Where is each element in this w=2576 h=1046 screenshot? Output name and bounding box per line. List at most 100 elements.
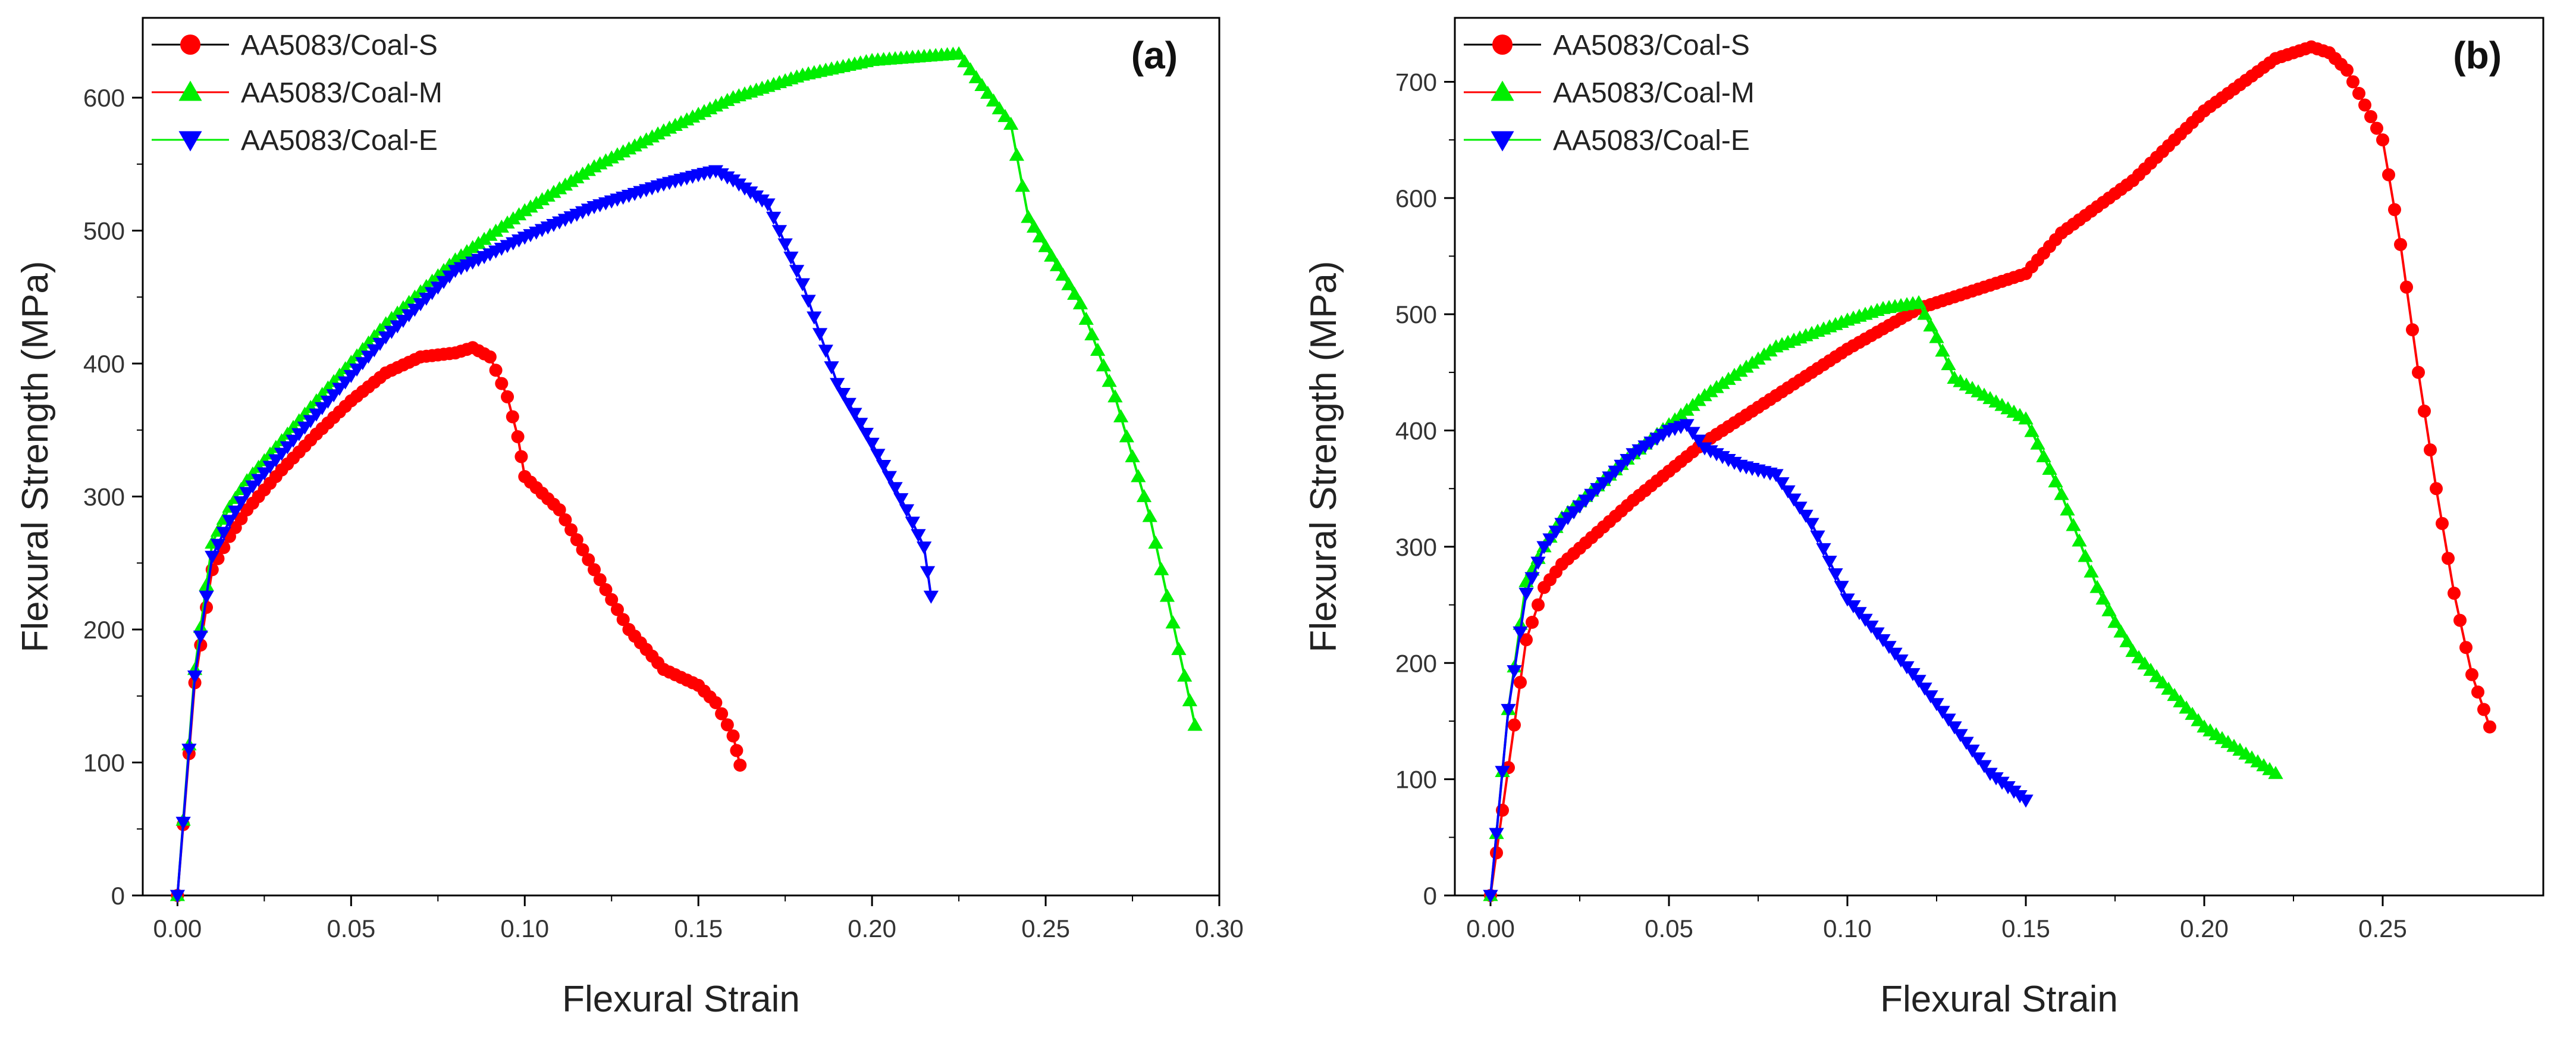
data-point [1971, 752, 1986, 766]
legend-label: AA5083/Coal-E [241, 125, 438, 156]
data-point [320, 396, 336, 409]
data-point [268, 454, 284, 468]
data-point [1798, 509, 1813, 523]
data-point [2388, 203, 2401, 217]
data-point [2418, 404, 2431, 418]
data-point [366, 344, 382, 358]
data-point [605, 593, 619, 606]
data-point [199, 590, 214, 604]
data-point [1513, 626, 1528, 640]
data-point [2471, 685, 2484, 699]
data-point [1125, 449, 1140, 462]
data-point [2453, 613, 2467, 627]
data-point [1514, 675, 1527, 689]
data-point [1055, 267, 1071, 281]
data-point [818, 345, 833, 358]
data-point [222, 515, 237, 528]
data-point [777, 238, 793, 252]
y-tick-label: 100 [83, 749, 125, 777]
data-point [228, 505, 243, 519]
data-point [256, 467, 272, 481]
chart-svg-b: 0.00 0.05 0.10 0.15 0.20 0.25 0 100 200 300 400 500… [1303, 17, 2544, 1020]
data-point [2191, 713, 2206, 726]
data-point [2167, 688, 2182, 701]
data-point [332, 383, 347, 396]
data-point [1965, 744, 1980, 758]
data-point [1032, 229, 1047, 243]
data-point [2173, 694, 2188, 707]
data-point [858, 428, 874, 441]
legend-marker [180, 35, 200, 55]
data-point [599, 582, 613, 596]
data-point [1165, 615, 1181, 629]
data-point [1171, 641, 1187, 655]
x-tick-label: 0.20 [2180, 915, 2229, 942]
data-point [2412, 365, 2425, 379]
data-point [1015, 178, 1030, 192]
data-point [181, 743, 197, 757]
data-point [789, 265, 805, 278]
series-triangle-down [1483, 419, 2034, 903]
data-point [1917, 306, 1932, 320]
data-point [1176, 668, 1193, 682]
data-point [2030, 436, 2045, 450]
chart-panel-b: 0.00 0.05 0.10 0.15 0.20 0.25 0 100 200 300 400 500… [1288, 0, 2576, 1046]
data-point [2137, 656, 2153, 670]
panel-label: (b) [2453, 34, 2502, 77]
legend: AA5083/Coal-S AA5083/Coal-M AA5083/Coal-E [1464, 30, 1755, 156]
data-point [588, 563, 601, 577]
data-point [841, 397, 856, 411]
data-point [262, 461, 278, 474]
data-point [1182, 693, 1198, 706]
legend-marker [1492, 35, 1513, 55]
data-point [1142, 509, 1157, 522]
data-point [853, 418, 868, 431]
data-point [2185, 706, 2200, 720]
legend-label: AA5083/Coal-M [241, 77, 443, 109]
data-point [1786, 493, 1802, 507]
data-point [1953, 729, 1968, 743]
data-point [807, 311, 822, 325]
data-point [1935, 706, 1950, 719]
series-circle [171, 341, 747, 902]
data-point [1049, 258, 1065, 271]
data-point [1881, 641, 1897, 654]
data-point [1804, 518, 1819, 531]
data-point [514, 450, 528, 464]
data-point [1840, 593, 1855, 607]
x-tick-label: 0.10 [1823, 915, 1872, 942]
data-point [1852, 607, 1867, 621]
x-tick-label: 0.10 [500, 915, 549, 942]
y-tick-label: 200 [83, 616, 125, 644]
data-point [1941, 713, 1956, 727]
data-point [911, 529, 926, 543]
data-point [2382, 168, 2395, 181]
data-point [830, 378, 845, 392]
data-point [297, 421, 313, 435]
y-axis-title: Flexural Strength (MPa) [15, 261, 56, 652]
y-tick-label: 600 [1395, 184, 1437, 212]
y-tick-label: 100 [1395, 766, 1437, 794]
data-point [2042, 462, 2057, 475]
data-point [1530, 556, 1546, 570]
data-point [905, 516, 920, 530]
data-point [1154, 562, 1169, 575]
data-point [1976, 760, 1992, 773]
data-point [1131, 469, 1146, 483]
data-point [2268, 766, 2283, 779]
data-point [2143, 662, 2158, 676]
data-point [2459, 641, 2473, 654]
data-point [1520, 633, 1533, 647]
data-point [1947, 721, 1962, 735]
data-point [2089, 580, 2105, 593]
data-point [2442, 552, 2455, 565]
data-point [992, 101, 1007, 115]
data-point [245, 480, 261, 494]
y-tick-label: 300 [83, 483, 125, 511]
data-point [962, 62, 978, 76]
data-point [355, 357, 371, 371]
y-tick-label: 0 [1423, 882, 1437, 910]
x-tick-label: 0.20 [848, 915, 896, 942]
data-point [193, 619, 208, 633]
data-point [1822, 555, 1837, 569]
